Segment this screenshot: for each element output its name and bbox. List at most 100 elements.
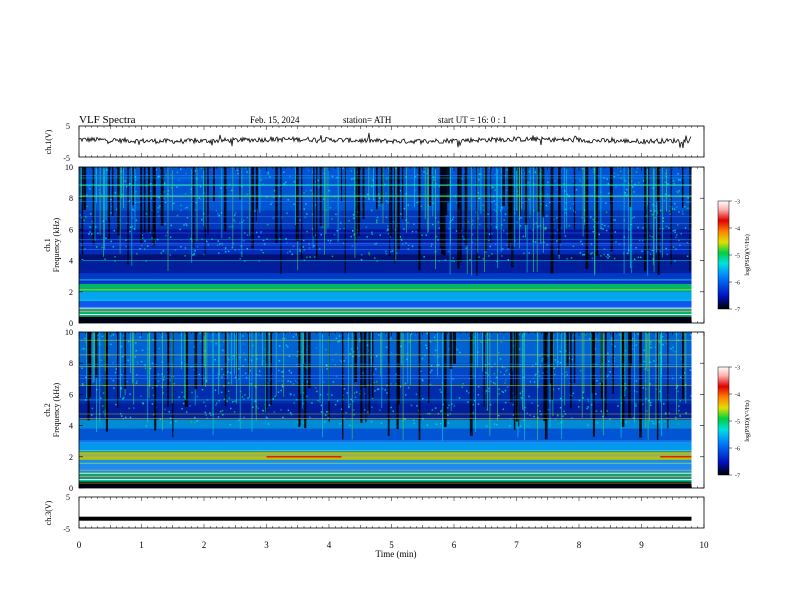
spectral-speckle: [135, 382, 138, 385]
spectral-speckle: [506, 189, 508, 191]
spectral-speckle: [564, 212, 567, 214]
frequency-band: [79, 419, 692, 429]
spectral-speckle: [385, 192, 387, 194]
spectral-speckle: [442, 403, 445, 406]
spectral-speckle: [331, 175, 334, 178]
spectral-speckle: [356, 171, 358, 174]
spectral-speckle: [566, 193, 568, 196]
sferic-streak: [600, 332, 603, 399]
spectral-speckle: [282, 375, 284, 377]
spectral-speckle: [674, 229, 676, 231]
spectral-speckle: [663, 403, 665, 405]
spectral-speckle: [246, 248, 248, 250]
spectral-speckle: [152, 413, 155, 416]
colorbar-tick-label: -7: [735, 474, 740, 480]
spectral-speckle: [243, 398, 245, 400]
spectral-speckle: [243, 352, 245, 355]
spectral-speckle: [210, 414, 212, 417]
spectral-speckle: [199, 332, 201, 334]
spectral-speckle: [126, 185, 128, 188]
spectral-speckle: [540, 365, 542, 367]
spectral-speckle: [225, 357, 228, 359]
spectral-speckle: [244, 394, 246, 396]
spectral-speckle: [229, 423, 232, 426]
ch2-colorbar: [717, 366, 730, 476]
sferic-streak: [595, 167, 599, 256]
sferic-streak: [464, 167, 468, 246]
spectral-speckle: [417, 202, 419, 204]
sferic-streak: [541, 167, 545, 218]
spectral-speckle: [79, 214, 81, 216]
sferic-streak: [81, 167, 84, 255]
spectral-speckle: [80, 348, 83, 350]
spectral-speckle: [194, 209, 197, 211]
spectral-speckle: [242, 335, 244, 337]
spectral-speckle: [403, 228, 405, 230]
spectral-speckle: [440, 391, 442, 393]
sferic-streak: [670, 167, 672, 265]
spectral-speckle: [356, 347, 359, 349]
spectral-speckle: [183, 402, 185, 405]
spectral-speckle: [139, 248, 141, 250]
spectral-speckle: [353, 413, 355, 416]
spectral-speckle: [431, 409, 434, 411]
spectral-speckle: [201, 424, 203, 426]
spectral-speckle: [209, 412, 211, 414]
spectral-speckle: [288, 369, 291, 372]
spectral-speckle: [496, 424, 498, 426]
spectral-speckle: [371, 406, 373, 408]
spectral-speckle: [434, 349, 437, 352]
spectral-speckle: [516, 190, 519, 192]
spectral-speckle: [91, 220, 94, 223]
sferic-streak: [521, 167, 522, 209]
spectral-speckle: [533, 183, 535, 185]
spectral-speckle: [451, 403, 453, 405]
spectral-speckle: [493, 382, 495, 384]
spectral-speckle: [619, 167, 622, 169]
spectral-speckle: [637, 256, 640, 259]
spectral-speckle: [102, 392, 105, 394]
spectral-speckle: [631, 337, 634, 340]
spectral-speckle: [238, 368, 240, 370]
sferic-streak: [529, 167, 531, 215]
spectral-speckle: [345, 357, 347, 359]
sferic-streak: [191, 167, 193, 263]
spectral-speckle: [238, 356, 241, 359]
spectral-speckle: [595, 338, 597, 340]
spectral-speckle: [651, 420, 654, 422]
spectral-speckle: [672, 346, 674, 349]
spectral-speckle: [215, 343, 217, 346]
spectral-speckle: [430, 184, 433, 186]
spectral-speckle: [352, 355, 354, 358]
spectral-speckle: [326, 368, 328, 370]
spectral-speckle: [642, 364, 644, 366]
spectral-speckle: [624, 192, 626, 194]
time-axis-label: Time (min): [376, 549, 417, 559]
spectral-speckle: [447, 407, 449, 409]
spectral-speckle: [650, 401, 652, 404]
spectral-speckle: [581, 243, 584, 246]
spectral-speckle: [628, 249, 630, 251]
spectral-speckle: [471, 233, 474, 236]
spectral-speckle: [495, 376, 498, 379]
spectral-speckle: [134, 356, 137, 358]
frequency-band: [79, 308, 692, 317]
spectral-speckle: [540, 242, 542, 244]
spectral-speckle: [122, 398, 124, 400]
spectral-speckle: [158, 175, 160, 177]
spectral-speckle: [561, 372, 564, 375]
sferic-streak: [500, 167, 502, 252]
sferic-streak: [497, 332, 498, 421]
spectral-speckle: [87, 419, 89, 422]
spectral-speckle: [263, 348, 266, 351]
spectral-speckle: [375, 219, 378, 221]
frequency-band: [79, 291, 692, 302]
spectral-speckle: [157, 207, 160, 209]
spectral-speckle: [102, 411, 105, 413]
spectral-speckle: [120, 345, 123, 348]
spectral-speckle: [512, 345, 515, 348]
sferic-streak: [566, 332, 569, 367]
spectral-speckle: [352, 167, 355, 169]
sferic-streak: [204, 167, 206, 255]
spectral-speckle: [447, 422, 450, 424]
